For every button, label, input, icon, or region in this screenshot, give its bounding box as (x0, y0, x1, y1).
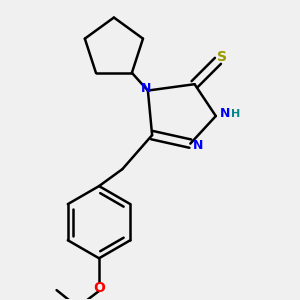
Text: N: N (141, 82, 151, 95)
Text: N: N (193, 139, 203, 152)
Text: H: H (231, 109, 240, 119)
Text: N: N (220, 107, 230, 120)
Text: O: O (93, 281, 105, 295)
Text: S: S (217, 50, 227, 64)
